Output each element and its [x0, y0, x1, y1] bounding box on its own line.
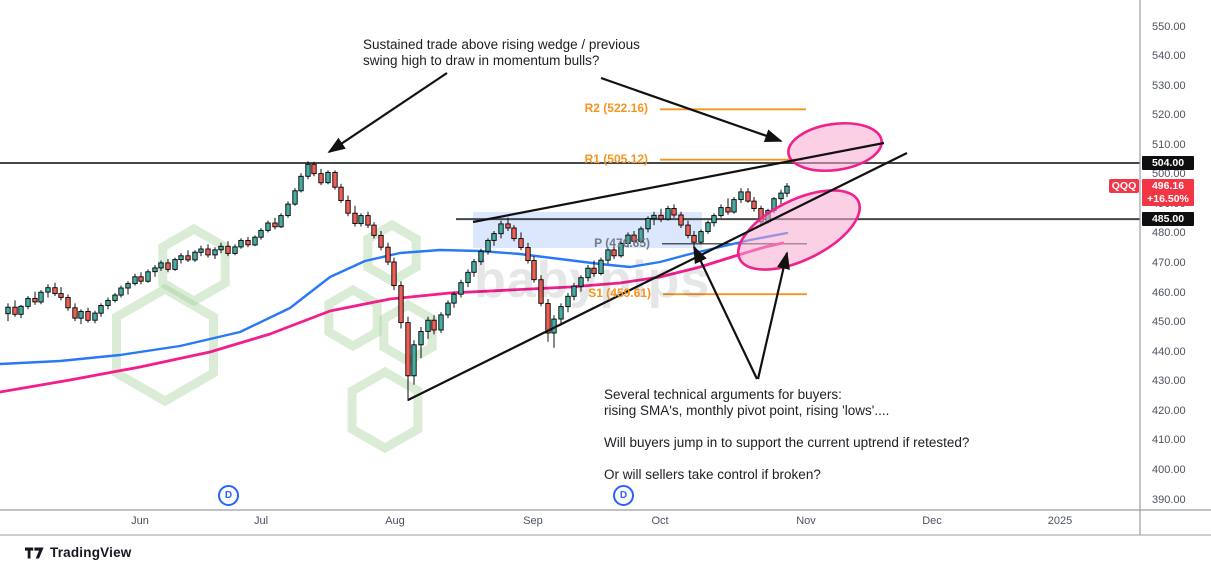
pivot-level-label: R2 (522.16) [584, 101, 648, 116]
babypips-watermark: babypips [474, 251, 711, 309]
watermark-hexagons [112, 219, 437, 454]
price-tick-label: 400.00 [1152, 463, 1186, 476]
highlight-box [473, 212, 702, 248]
price-tick-label: 420.00 [1152, 404, 1186, 417]
time-tick-label: Sep [523, 515, 543, 527]
pivot-level-label: R1 (505.12) [584, 151, 648, 166]
last-price-tag: 496.16 [1142, 179, 1194, 194]
dividend-marker[interactable]: D [613, 485, 634, 506]
tradingview-logo[interactable]: TradingView [25, 545, 131, 560]
price-tick-label: 510.00 [1152, 138, 1186, 151]
price-tick-label: 500.00 [1152, 168, 1186, 181]
price-tick-label: 410.00 [1152, 434, 1186, 447]
sma-pink [0, 241, 785, 394]
level-price-tag: 504.00 [1142, 155, 1194, 170]
annotation-arrows [327, 72, 790, 380]
horizontal-levels [0, 162, 1140, 221]
tradingview-logo-text: TradingView [50, 545, 132, 560]
annotation-top-note: Sustained trade above rising wedge / pre… [363, 37, 640, 68]
pivot-level-label: P (476.65) [594, 235, 650, 250]
dividend-marker[interactable]: D [218, 485, 239, 506]
time-tick-label: Aug [385, 515, 405, 527]
price-tick-label: 540.00 [1152, 50, 1186, 63]
tradingview-logo-icon [25, 547, 44, 558]
price-tick-label: 460.00 [1152, 286, 1186, 299]
symbol-price-tag: QQQ [1109, 179, 1139, 194]
time-tick-label: Jun [131, 515, 149, 527]
time-tick-label: 2025 [1047, 515, 1073, 527]
price-tick-label: 390.00 [1152, 493, 1186, 506]
change-percent-tag: +16.50% [1142, 192, 1194, 207]
sma-blue [0, 231, 789, 366]
time-tick-label: Oct [651, 515, 669, 527]
price-tick-label: 440.00 [1152, 345, 1186, 358]
price-tick-label: 520.00 [1152, 109, 1186, 122]
price-tick-label: 450.00 [1152, 316, 1186, 329]
price-tick-label: 530.00 [1152, 79, 1186, 92]
level-price-tag: 485.00 [1142, 212, 1194, 227]
axis-borders [0, 0, 1211, 536]
price-tick-label: 470.00 [1152, 257, 1186, 269]
time-tick-label: Jul [253, 515, 269, 527]
price-tick-label: 550.00 [1152, 20, 1186, 33]
time-tick-label: Nov [796, 515, 816, 527]
price-tick-label: 480.00 [1152, 227, 1186, 240]
annotation-bottom-note: Several technical arguments for buyers: … [604, 387, 970, 482]
wedge-trendlines [407, 141, 908, 401]
ellipse-highlights [736, 122, 883, 271]
pivot-level-label: S1 (459.61) [588, 286, 651, 301]
price-tick-label: 430.00 [1152, 375, 1186, 388]
time-tick-label: Dec [922, 515, 942, 527]
